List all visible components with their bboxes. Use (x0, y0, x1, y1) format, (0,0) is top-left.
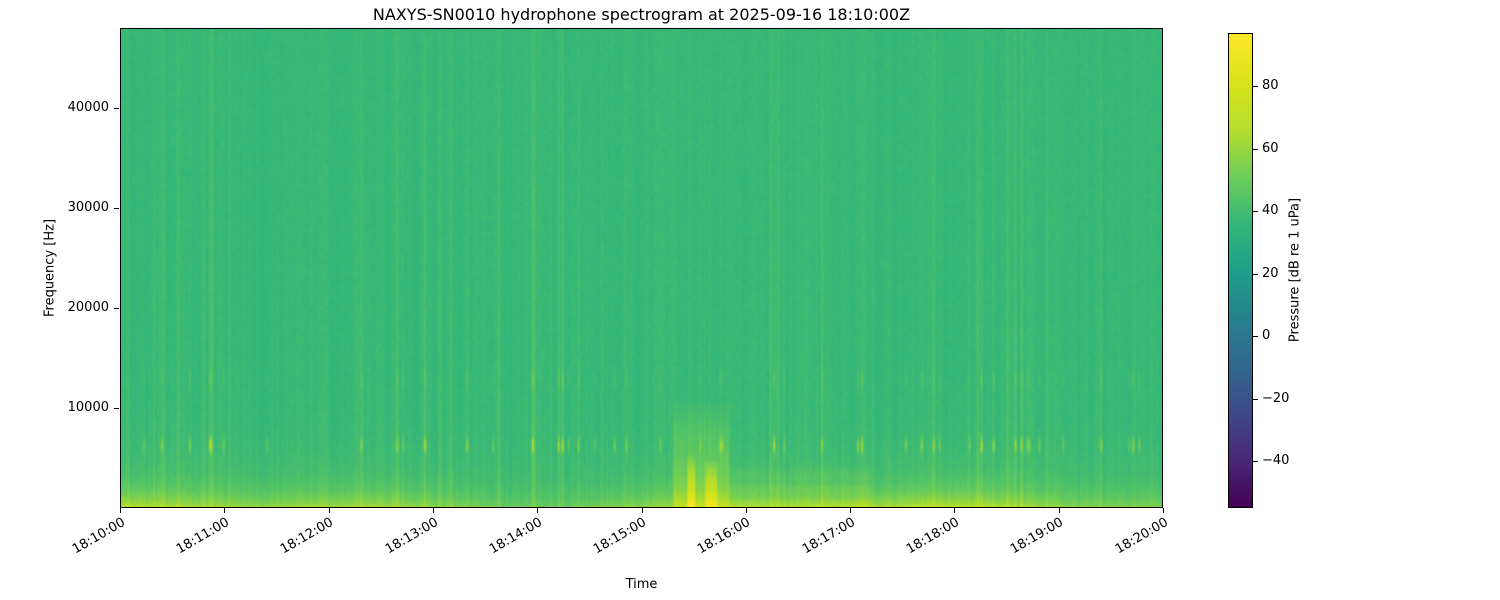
colorbar-tick-label: 20 (1262, 265, 1279, 281)
colorbar-tick-mark (1253, 211, 1258, 213)
spectrogram-canvas (121, 29, 1162, 507)
x-tick-mark (1058, 508, 1060, 513)
x-axis-label: Time (625, 577, 658, 592)
y-tick-label: 40000 (67, 100, 109, 115)
y-tick-mark (114, 308, 119, 309)
colorbar-gradient (1229, 34, 1252, 507)
y-tick-mark (114, 408, 119, 409)
x-tick-mark (120, 508, 121, 513)
colorbar-tick-mark (1253, 461, 1258, 463)
colorbar-tick-label: 80 (1262, 78, 1279, 94)
x-tick-mark (224, 508, 226, 513)
colorbar-tick-label: 60 (1262, 140, 1279, 156)
colorbar-tick-mark (1253, 148, 1258, 150)
x-tick-mark (954, 508, 956, 513)
x-tick-mark (850, 508, 852, 513)
x-tick-mark (745, 508, 747, 513)
x-tick-mark (1163, 508, 1164, 513)
colorbar-tick-label: −20 (1262, 390, 1290, 406)
x-tick-mark (537, 508, 539, 513)
colorbar-tick-label: 40 (1262, 203, 1279, 219)
x-tick-label-text: 18:20:00 (1112, 515, 1171, 558)
x-tick-mark (641, 508, 643, 513)
y-tick-label: 30000 (67, 200, 109, 215)
plot-area (120, 28, 1163, 508)
y-tick-mark (114, 108, 119, 109)
chart-title: NAXYS-SN0010 hydrophone spectrogram at 2… (372, 5, 911, 24)
colorbar-tick-mark (1253, 336, 1258, 338)
colorbar-tick-mark (1253, 273, 1258, 275)
y-tick-label: 20000 (67, 300, 109, 315)
colorbar-tick-mark (1253, 86, 1258, 88)
x-tick-mark (432, 508, 434, 513)
colorbar-label: Pressure [dB re 1 uPa] (1287, 197, 1303, 343)
x-tick-label: 18:20:00 (963, 515, 1170, 557)
colorbar-tick-label: −40 (1262, 453, 1290, 469)
y-tick-label: 10000 (67, 400, 109, 415)
x-tick-mark (328, 508, 330, 513)
colorbar-tick-label: 0 (1262, 328, 1271, 344)
y-tick-mark (114, 208, 119, 209)
colorbar-tick-mark (1253, 398, 1258, 400)
colorbar (1228, 33, 1253, 508)
